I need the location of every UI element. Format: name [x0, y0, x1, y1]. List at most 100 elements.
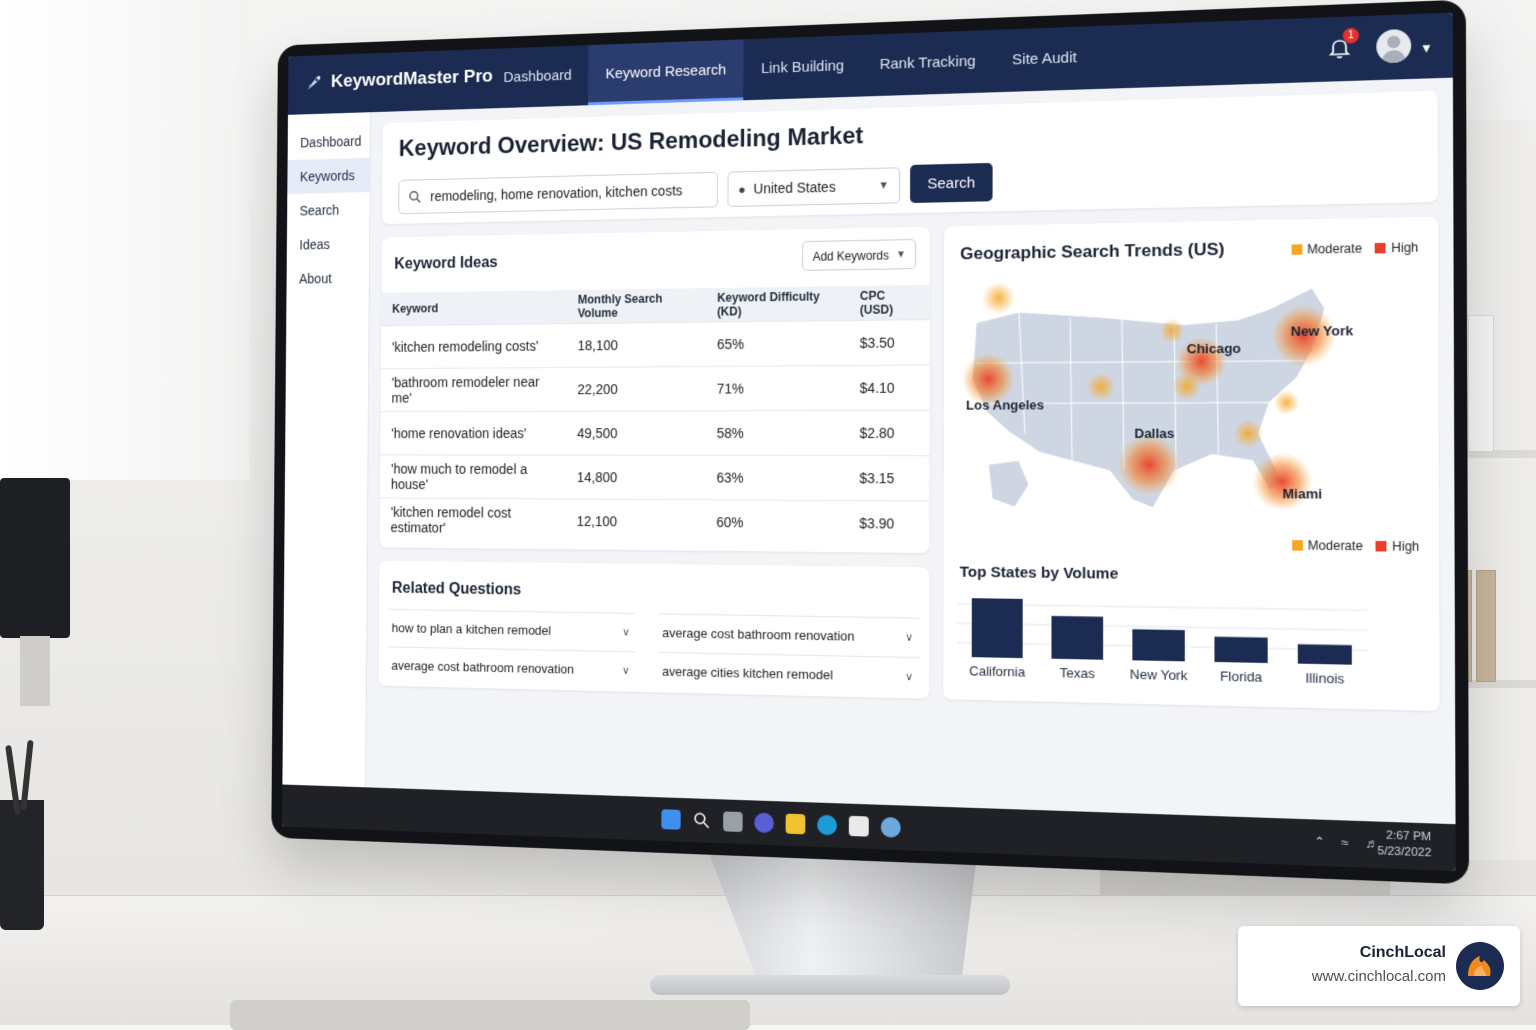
volume-cell: 49,500	[566, 411, 705, 455]
main-content: Keyword Overview: US Remodeling Market ●…	[378, 91, 1440, 818]
windows-start-icon[interactable]	[661, 809, 680, 830]
cpc-cell: $4.10	[848, 365, 930, 411]
heat-spot	[1233, 419, 1263, 448]
chevron-down-icon: ∨	[905, 658, 913, 697]
tab-rank-tracking[interactable]: Rank Tracking	[862, 30, 994, 97]
heat-spot	[1087, 372, 1116, 401]
column-header[interactable]: Keyword Difficulty (KD)	[705, 286, 848, 322]
question-item[interactable]: how to plan a kitchen remodel ∨	[388, 609, 636, 651]
chevron-down-icon: ▼	[878, 180, 889, 192]
location-value: United States	[753, 179, 835, 197]
city-label-dallas: Dallas	[1134, 426, 1174, 441]
column-header[interactable]: CPC (USD)	[848, 285, 930, 321]
pen-cup	[0, 800, 44, 930]
legend-high: High	[1376, 539, 1419, 554]
search-input[interactable]	[428, 181, 713, 205]
heat-spot	[1274, 390, 1300, 415]
watermark-url: www.cinchlocal.com	[1312, 968, 1446, 985]
taskbar-apps	[661, 809, 900, 838]
map-legend-secondary: Moderate High	[1292, 538, 1420, 554]
city-label-miami: Miami	[1282, 486, 1322, 502]
heat-spot	[1118, 434, 1181, 496]
sidebar-item-ideas[interactable]: Ideas	[287, 226, 370, 262]
sidebar: Dashboard Keywords Search Ideas About	[282, 112, 371, 787]
notifications-button[interactable]: 1	[1327, 35, 1353, 61]
folder-icon[interactable]	[786, 814, 806, 835]
search-icon	[408, 190, 421, 204]
monitor: KeywordMaster Pro Dashboard Keyword Rese…	[271, 0, 1469, 884]
legend-swatch	[1291, 244, 1302, 255]
table-row[interactable]: 'kitchen remodel cost estimator' 12,100 …	[380, 498, 930, 546]
page-title: Keyword Overview: US Remodeling Market	[399, 122, 864, 162]
add-keywords-button[interactable]: Add Keywords ▼	[802, 239, 916, 271]
sidebar-item-search[interactable]: Search	[287, 192, 370, 228]
question-text: average cities kitchen remodel	[662, 664, 833, 683]
search-button[interactable]: Search	[910, 163, 993, 203]
header-card: Keyword Overview: US Remodeling Market ●…	[382, 91, 1438, 224]
clock[interactable]: 2:67 PM 5/23/2022	[1377, 828, 1431, 862]
tab-dashboard[interactable]: Dashboard	[487, 45, 589, 108]
keyword-ideas-card: Keyword Ideas Add Keywords ▼ Keyword Mon…	[380, 227, 930, 553]
watermark-name: CinchLocal	[1360, 944, 1446, 962]
tab-site-audit[interactable]: Site Audit	[994, 26, 1096, 92]
bar-illinois[interactable]	[1298, 644, 1352, 665]
geographic-trends-card: Geographic Search Trends (US) Moderate H…	[943, 217, 1439, 711]
related-questions-list: how to plan a kitchen remodel ∨ average …	[388, 609, 920, 697]
top-states-bar-chart: California Texas New York Florida Illinois	[957, 590, 1367, 701]
bar-texas[interactable]	[1051, 616, 1103, 660]
difficulty-cell: 60%	[705, 500, 848, 545]
question-item[interactable]: average cities kitchen remodel ∨	[658, 652, 919, 697]
bar-label: California	[969, 664, 1025, 680]
tab-link-building[interactable]: Link Building	[743, 35, 862, 100]
clock-date: 5/23/2022	[1377, 844, 1431, 862]
column-header[interactable]: Monthly Search Volume	[566, 288, 705, 324]
location-select[interactable]: ● United States ▼	[727, 167, 900, 207]
bar-california[interactable]	[972, 598, 1023, 658]
edge-browser-icon[interactable]	[817, 815, 837, 836]
gear-icon[interactable]	[881, 817, 901, 838]
table-row[interactable]: 'how much to remodel a house' 14,800 63%…	[380, 455, 930, 501]
store-icon[interactable]	[849, 816, 869, 837]
table-row[interactable]: 'kitchen remodeling costs' 18,100 65% $3…	[381, 320, 930, 369]
bar-label: New York	[1130, 667, 1188, 683]
legend-moderate: Moderate	[1291, 241, 1362, 257]
cpc-cell: $2.80	[848, 410, 930, 455]
keyboard	[230, 1000, 750, 1030]
heat-spot	[982, 282, 1015, 315]
search-icon[interactable]	[692, 810, 711, 831]
heat-spot	[1252, 452, 1312, 511]
table-row[interactable]: 'home renovation ideas' 49,500 58% $2.80	[380, 410, 929, 455]
sidebar-item-keywords[interactable]: Keywords	[287, 158, 369, 194]
legend-high: High	[1375, 240, 1418, 255]
table-row[interactable]: 'bathroom remodeler near me' 22,200 71% …	[381, 365, 930, 412]
rocket-logo-icon	[304, 72, 324, 93]
column-header[interactable]: Keyword	[381, 290, 566, 326]
cpc-cell: $3.15	[848, 456, 930, 502]
keyword-table: Keyword Monthly Search Volume Keyword Di…	[380, 285, 930, 546]
chevron-down-icon: ∨	[622, 614, 630, 652]
task-view-icon[interactable]	[723, 811, 743, 832]
keyword-cell: 'bathroom remodeler near me'	[381, 367, 567, 411]
question-item[interactable]: average cost bathroom renovation ∨	[388, 646, 636, 689]
avatar-head	[1387, 35, 1400, 48]
bar-new-york[interactable]	[1132, 629, 1184, 661]
difficulty-cell: 71%	[705, 366, 848, 411]
chat-icon[interactable]	[754, 812, 774, 833]
avatar[interactable]	[1376, 29, 1411, 64]
system-tray[interactable]: ⌃ ≈ ♬	[1314, 834, 1385, 851]
brand-name: KeywordMaster Pro	[331, 66, 493, 93]
bar-florida[interactable]	[1214, 637, 1267, 663]
brand[interactable]: KeywordMaster Pro	[304, 66, 493, 94]
difficulty-cell: 63%	[705, 455, 848, 500]
keyword-cell: 'kitchen remodeling costs'	[381, 324, 567, 369]
chevron-down-icon[interactable]: ▼	[1420, 41, 1433, 56]
binder	[1468, 315, 1494, 452]
keyword-cell: 'home renovation ideas'	[380, 411, 566, 455]
sidebar-item-about[interactable]: About	[286, 261, 369, 296]
search-field[interactable]	[398, 172, 718, 214]
bar-label: Illinois	[1305, 671, 1344, 687]
question-item[interactable]: average cost bathroom renovation ∨	[658, 613, 919, 657]
tab-keyword-research[interactable]: Keyword Research	[588, 39, 743, 105]
volume-cell: 22,200	[566, 366, 705, 411]
sidebar-item-dashboard[interactable]: Dashboard	[288, 124, 370, 160]
